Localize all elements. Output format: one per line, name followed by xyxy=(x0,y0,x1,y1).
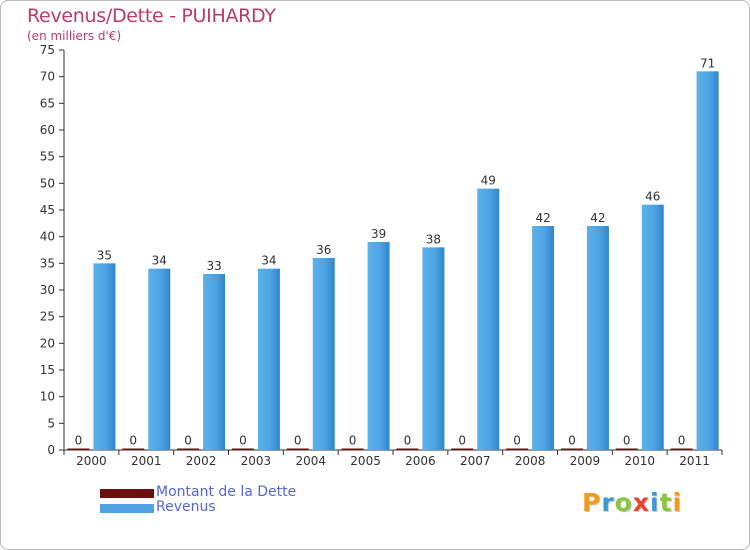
y-tick-label: 10 xyxy=(40,390,55,404)
bar-dette xyxy=(396,448,419,450)
legend-swatch-dette xyxy=(100,489,154,498)
data-label-revenus: 34 xyxy=(152,254,167,268)
x-tick-label: 2000 xyxy=(76,454,107,468)
bar-dette xyxy=(615,448,638,450)
bar-revenus xyxy=(586,226,609,450)
x-tick-label: 2008 xyxy=(515,454,546,468)
data-label-revenus: 71 xyxy=(700,56,715,70)
x-tick-label: 2011 xyxy=(679,454,710,468)
data-label-revenus: 38 xyxy=(426,232,441,246)
y-tick-label: 45 xyxy=(40,203,55,217)
data-label-dette: 0 xyxy=(513,434,521,448)
x-tick-label: 2009 xyxy=(570,454,601,468)
data-label-dette: 0 xyxy=(294,434,302,448)
bar-revenus xyxy=(696,71,719,450)
x-tick-label: 2002 xyxy=(186,454,217,468)
x-tick-label: 2010 xyxy=(624,454,655,468)
y-tick-label: 0 xyxy=(47,443,55,457)
x-tick-label: 2003 xyxy=(241,454,272,468)
data-label-dette: 0 xyxy=(678,434,686,448)
y-tick-label: 5 xyxy=(47,416,55,430)
bar-revenus xyxy=(532,226,555,450)
bar-revenus xyxy=(641,204,664,450)
logo-letter: i xyxy=(650,488,660,517)
bar-revenus xyxy=(367,242,390,450)
data-label-revenus: 39 xyxy=(371,227,386,241)
x-tick-label: 2005 xyxy=(350,454,381,468)
legend-swatch-revenus xyxy=(100,504,154,513)
chart-subtitle: (en milliers d'€) xyxy=(27,29,122,43)
x-tick-label: 2001 xyxy=(131,454,162,468)
bar-dette xyxy=(286,448,309,450)
data-label-revenus: 46 xyxy=(645,190,660,204)
bar-dette xyxy=(670,448,693,450)
logo-letter: o xyxy=(614,488,633,517)
y-tick-label: 70 xyxy=(40,70,55,84)
y-tick-label: 25 xyxy=(40,310,55,324)
chart-title: Revenus/Dette - PUIHARDY xyxy=(27,5,276,27)
bar-revenus xyxy=(422,247,445,450)
data-label-dette: 0 xyxy=(458,434,466,448)
logo-letter: P xyxy=(582,488,602,517)
data-label-revenus: 35 xyxy=(97,248,112,262)
y-tick-label: 55 xyxy=(40,150,55,164)
data-label-revenus: 42 xyxy=(590,211,605,225)
data-label-dette: 0 xyxy=(129,434,137,448)
y-tick-label: 65 xyxy=(40,96,55,110)
bar-dette xyxy=(67,448,90,450)
bar-dette xyxy=(231,448,254,450)
data-label-dette: 0 xyxy=(75,434,83,448)
y-tick-label: 15 xyxy=(40,363,55,377)
data-label-dette: 0 xyxy=(239,434,247,448)
bar-dette xyxy=(122,448,145,450)
bar-dette xyxy=(177,448,200,450)
bar-dette xyxy=(341,448,364,450)
data-label-dette: 0 xyxy=(623,434,631,448)
bar-revenus xyxy=(257,268,280,450)
y-tick-label: 40 xyxy=(40,230,55,244)
data-label-revenus: 49 xyxy=(481,174,496,188)
data-label-revenus: 34 xyxy=(261,254,276,268)
data-label-dette: 0 xyxy=(404,434,412,448)
bar-dette xyxy=(560,448,583,450)
bar-revenus xyxy=(93,263,116,450)
y-tick-label: 20 xyxy=(40,336,55,350)
y-tick-label: 75 xyxy=(40,43,55,57)
x-tick-label: 2006 xyxy=(405,454,436,468)
y-tick-label: 60 xyxy=(40,123,55,137)
x-tick-label: 2004 xyxy=(295,454,326,468)
data-label-dette: 0 xyxy=(349,434,357,448)
legend-label-dette: Montant de la Dette xyxy=(156,484,297,500)
x-tick-label: 2007 xyxy=(460,454,491,468)
bar-dette xyxy=(451,448,474,450)
data-label-dette: 0 xyxy=(184,434,192,448)
data-label-dette: 0 xyxy=(568,434,576,448)
bar-revenus xyxy=(312,258,335,450)
bar-revenus xyxy=(148,268,171,450)
legend-label-revenus: Revenus xyxy=(156,499,216,515)
data-label-revenus: 42 xyxy=(535,211,550,225)
logo-letter: t xyxy=(659,488,673,517)
bar-revenus xyxy=(477,188,500,450)
y-tick-label: 30 xyxy=(40,283,55,297)
y-tick-label: 35 xyxy=(40,256,55,270)
data-label-revenus: 36 xyxy=(316,243,331,257)
bar-revenus xyxy=(203,274,226,450)
logo-letter: x xyxy=(632,488,650,517)
proxiti-logo: Proxiti xyxy=(582,488,682,517)
data-label-revenus: 33 xyxy=(206,259,221,273)
y-tick-label: 50 xyxy=(40,176,55,190)
logo-letter: i xyxy=(672,488,683,517)
logo-letter: r xyxy=(601,488,615,517)
bar-dette xyxy=(506,448,529,450)
